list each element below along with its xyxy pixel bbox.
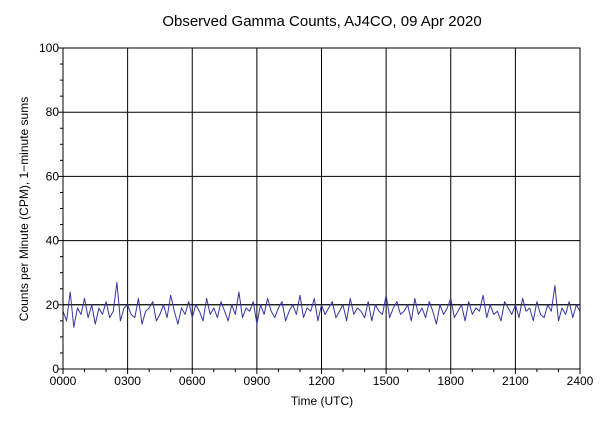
x-tick-label: 1500 <box>373 374 400 388</box>
x-tick-label: 0600 <box>179 374 206 388</box>
minor-ticks <box>58 47 581 374</box>
x-tick-label: 2400 <box>567 374 594 388</box>
grid-lines <box>63 48 580 369</box>
x-tick-label: 0900 <box>244 374 271 388</box>
x-tick-label: 1200 <box>308 374 335 388</box>
x-axis-label: Time (UTC) <box>291 394 353 408</box>
y-tick-label: 40 <box>46 234 60 248</box>
x-tick-label: 0300 <box>114 374 141 388</box>
y-tick-labels: 0 20 40 60 80 100 <box>39 41 59 376</box>
x-tick-label: 2100 <box>502 374 529 388</box>
y-tick-label: 80 <box>46 105 60 119</box>
y-tick-label: 20 <box>46 298 60 312</box>
y-tick-label: 60 <box>46 169 60 183</box>
x-tick-label: 1800 <box>437 374 464 388</box>
chart-title: Observed Gamma Counts, AJ4CO, 09 Apr 202… <box>162 13 481 30</box>
y-tick-label: 0 <box>52 362 59 376</box>
y-tick-label: 100 <box>39 41 59 55</box>
y-axis-label: Counts per Minute (CPM), 1−minute sums <box>17 97 31 321</box>
series-line <box>62 281 581 328</box>
series-layer <box>62 281 581 328</box>
x-tick-label: 0000 <box>50 374 77 388</box>
x-tick-labels: 0000 0300 0600 0900 1200 1500 1800 2100 2400 <box>50 374 594 388</box>
